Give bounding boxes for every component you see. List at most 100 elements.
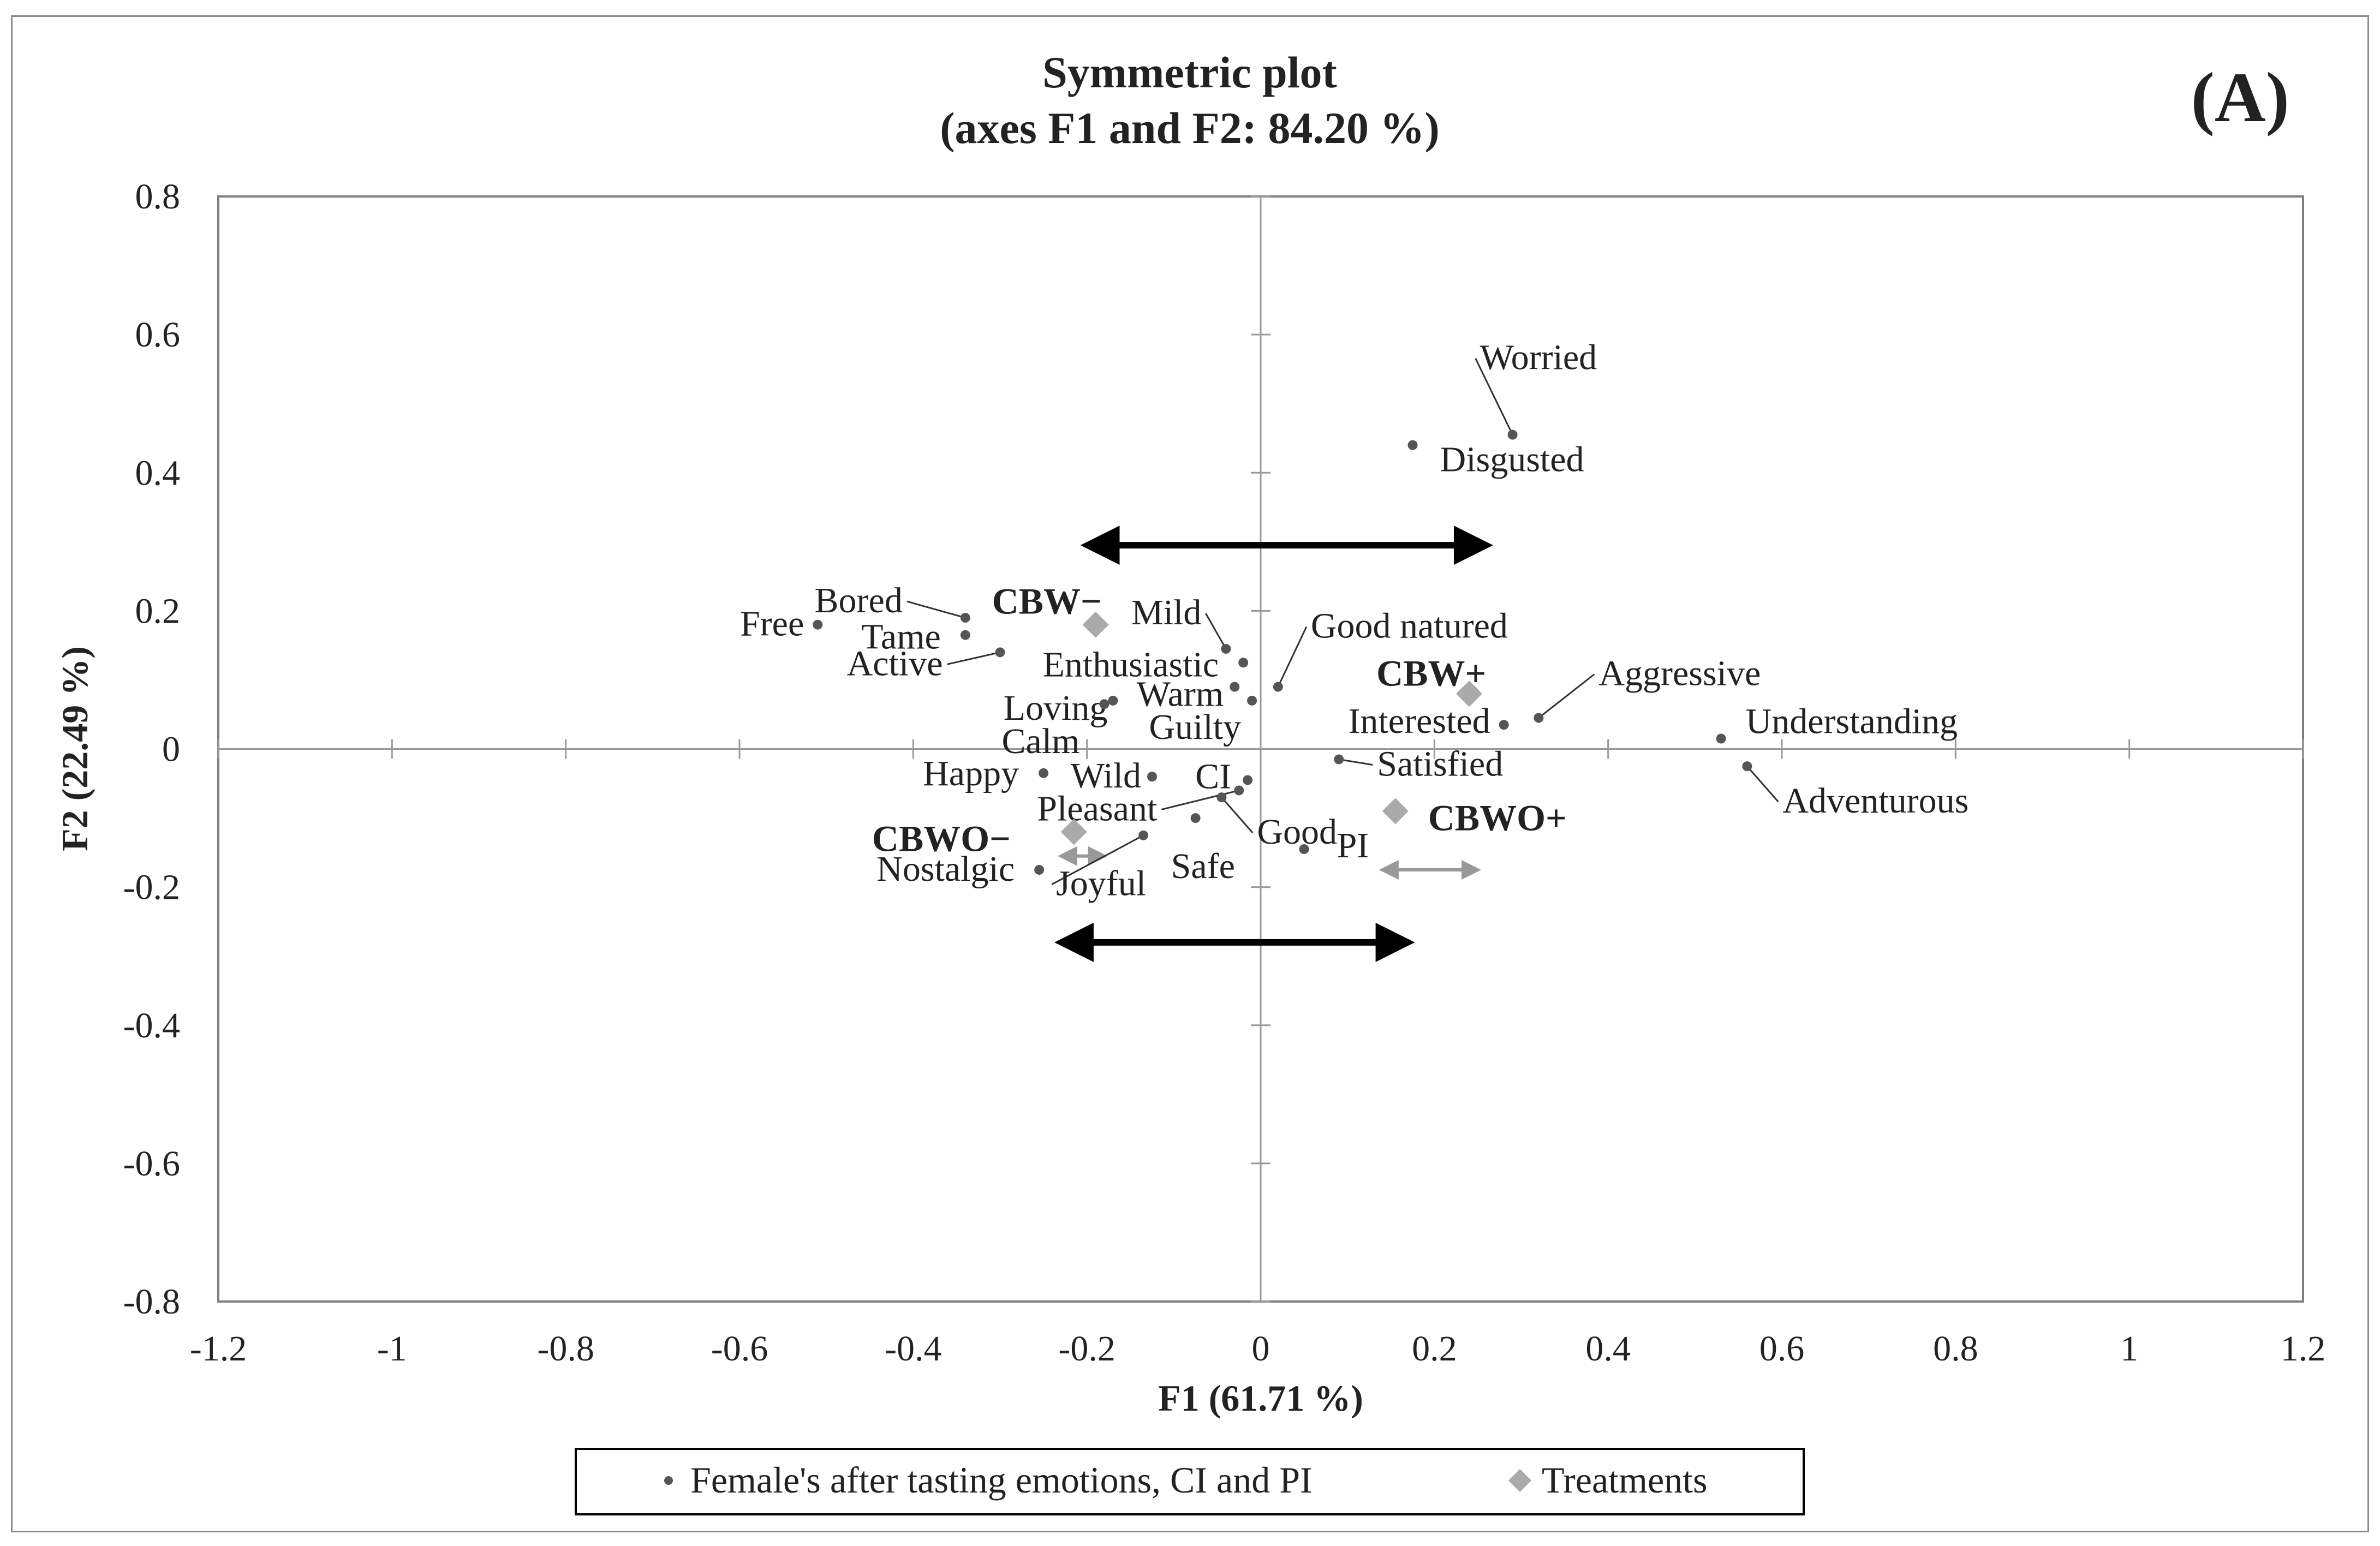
emotion-label-good: Good xyxy=(1257,812,1337,852)
x-tick-label: 0.6 xyxy=(1759,1329,1805,1369)
y-tick-label: -0.8 xyxy=(123,1282,180,1322)
emotion-label-pi: PI xyxy=(1337,826,1369,865)
x-tick-label: -0.8 xyxy=(537,1329,594,1369)
emotion-point-good xyxy=(1216,792,1227,803)
emotion-label-mild: Mild xyxy=(1131,593,1201,632)
emotion-point-adventurous xyxy=(1742,761,1752,772)
y-tick-label: 0 xyxy=(162,730,180,769)
y-axis-title: F2 (22.49 %) xyxy=(54,646,96,851)
leader-line-mild xyxy=(1205,613,1227,649)
emotion-point-worried xyxy=(1507,429,1518,440)
emotion-label-nostalgic: Nostalgic xyxy=(876,849,1015,889)
emotion-label-tame: Tame xyxy=(861,617,941,657)
emotion-point-guilty xyxy=(1247,695,1257,706)
emotion-point-safe xyxy=(1190,813,1201,823)
emotion-label-worried: Worried xyxy=(1480,338,1597,378)
leader-line-satisfied xyxy=(1339,759,1373,766)
legend: Female's after tasting emotions, CI and … xyxy=(575,1448,1805,1515)
emotion-point-pleasant xyxy=(1234,785,1244,796)
legend-label-treatments: Treatments xyxy=(1542,1459,1707,1501)
leader-line-joyful xyxy=(1051,834,1144,886)
emotion-point-warm xyxy=(1230,682,1240,692)
x-tick-label: -0.6 xyxy=(711,1329,768,1369)
emotion-label-active: Active xyxy=(847,643,943,683)
emotion-point-pi xyxy=(1299,844,1309,855)
leader-line-active xyxy=(947,651,1000,665)
treatment-label-cbwo-minus: CBWO− xyxy=(872,817,1011,859)
emotion-point-nostalgic xyxy=(1034,864,1045,875)
legend-label-emotions: Female's after tasting emotions, CI and … xyxy=(690,1459,1313,1501)
x-tick-label: -0.4 xyxy=(885,1329,941,1369)
emotion-point-wild xyxy=(1147,772,1158,782)
leader-line-good-natured xyxy=(1277,626,1308,688)
treatment-label-cbw-plus: CBW+ xyxy=(1376,652,1486,694)
emotion-label-good-natured: Good natured xyxy=(1311,606,1508,646)
y-tick-label: -0.6 xyxy=(123,1144,180,1184)
leader-line-pleasant xyxy=(1161,789,1239,810)
chart-frame xyxy=(11,15,2369,1532)
emotion-label-ci: CI xyxy=(1195,756,1231,796)
y-tick-label: 0.6 xyxy=(135,315,181,355)
emotion-point-calm xyxy=(1099,699,1110,709)
emotion-label-guilty: Guilty xyxy=(1149,707,1241,747)
chart-subtitle: (axes F1 and F2: 84.20 %) xyxy=(940,103,1440,153)
leader-line-bored xyxy=(906,600,966,619)
emotion-point-mild xyxy=(1221,643,1231,654)
leader-line-good xyxy=(1221,797,1254,834)
x-tick-label: -0.2 xyxy=(1058,1329,1115,1369)
treatment-point-cbwo-minus xyxy=(1060,819,1087,845)
legend-diamond-marker xyxy=(1508,1469,1531,1492)
x-tick-label: -1 xyxy=(377,1329,407,1369)
emotion-point-free xyxy=(813,619,823,630)
x-tick-label: 0.8 xyxy=(1933,1329,1978,1369)
emotion-label-pleasant: Pleasant xyxy=(1037,789,1157,828)
emotion-label-adventurous: Adventurous xyxy=(1782,781,1969,821)
emotion-point-aggressive xyxy=(1534,713,1544,723)
emotion-label-free: Free xyxy=(740,604,804,644)
x-tick-label: 1 xyxy=(2120,1329,2138,1369)
emotion-label-disgusted: Disgusted xyxy=(1440,440,1584,480)
emotion-point-tame xyxy=(960,630,970,640)
leader-line-worried xyxy=(1475,357,1513,435)
treatment-label-cbwo-plus: CBWO+ xyxy=(1428,797,1567,838)
chart-title: Symmetric plot xyxy=(1042,47,1337,97)
treatment-point-cbwo-plus xyxy=(1382,798,1409,825)
emotion-point-joyful xyxy=(1138,830,1149,840)
legend-dot-marker xyxy=(664,1476,673,1485)
x-tick-label: 1.2 xyxy=(2281,1329,2326,1369)
emotion-point-enthusiastic xyxy=(1238,658,1249,668)
y-tick-label: 0.2 xyxy=(135,591,181,631)
emotion-label-safe: Safe xyxy=(1171,846,1235,886)
treatment-point-cbw-plus xyxy=(1456,681,1482,707)
emotion-point-happy xyxy=(1039,768,1049,778)
leader-line-aggressive xyxy=(1538,673,1595,719)
y-tick-label: -0.4 xyxy=(123,1006,180,1046)
legend-box xyxy=(575,1448,1805,1515)
emotion-point-interested xyxy=(1499,720,1509,730)
emotion-label-joyful: Joyful xyxy=(1056,864,1146,904)
x-tick-label: -1.2 xyxy=(190,1329,247,1369)
x-axis-title: F1 (61.71 %) xyxy=(1158,1377,1363,1419)
y-tick-label: -0.2 xyxy=(123,868,180,908)
y-tick-label: 0.4 xyxy=(135,453,181,493)
treatment-point-cbw-minus xyxy=(1082,611,1109,638)
y-tick-label: 0.8 xyxy=(135,177,181,217)
emotion-label-loving: Loving xyxy=(1004,688,1108,728)
emotion-point-ci xyxy=(1243,775,1253,785)
emotion-label-bored: Bored xyxy=(815,581,903,620)
emotion-point-understanding xyxy=(1716,733,1726,744)
leader-line-adventurous xyxy=(1746,766,1779,803)
x-tick-label: 0.4 xyxy=(1585,1329,1631,1369)
emotion-point-loving xyxy=(1108,695,1118,706)
emotion-point-bored xyxy=(960,613,970,623)
treatment-label-cbw-minus: CBW− xyxy=(992,581,1102,622)
emotion-label-wild: Wild xyxy=(1071,756,1141,796)
emotion-label-enthusiastic: Enthusiastic xyxy=(1043,644,1219,684)
x-tick-label: 0 xyxy=(1252,1329,1270,1369)
panel-label: (A) xyxy=(2191,58,2289,137)
emotion-label-warm: Warm xyxy=(1137,674,1224,714)
emotion-label-interested: Interested xyxy=(1348,701,1490,741)
emotion-label-satisfied: Satisfied xyxy=(1377,744,1503,784)
emotion-point-active xyxy=(995,647,1005,658)
